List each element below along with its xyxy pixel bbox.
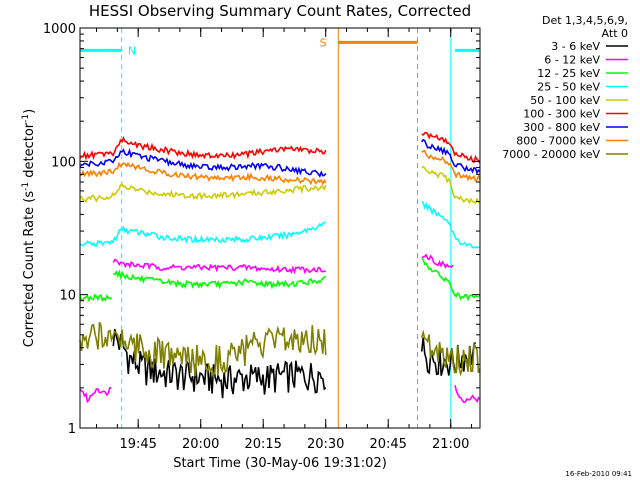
legend-label-3: 25 - 50 keV (537, 81, 600, 94)
x-tick-label-1: 20:00 (182, 437, 219, 452)
series-12-25-kev-segment-0 (79, 293, 112, 303)
timestamp-label: 16-Feb-2010 09:41 (565, 470, 632, 478)
x-axis-ticks: 19:45 20:00 20:15 20:30 20:45 21:00 (96, 28, 473, 452)
legend-label-7: 800 - 7000 keV (516, 135, 600, 148)
x-tick-label-5: 21:00 (432, 437, 469, 452)
series-6-12-kev-segment-0 (79, 386, 112, 404)
plot-frame (79, 27, 481, 429)
series-300-800-kev-segment-0 (79, 148, 327, 178)
series-800-7000-kev-segment-1 (421, 149, 481, 183)
series-25-50-kev-segment-1 (421, 201, 481, 249)
legend-label-6: 300 - 800 keV (523, 121, 600, 134)
legend-label-2: 12 - 25 keV (537, 67, 600, 80)
flag-label-s: S (320, 36, 327, 49)
flag-bars: NS (80, 36, 480, 57)
series-100-300-kev-segment-0 (79, 135, 327, 161)
series-6-12-kev-segment-2 (421, 253, 454, 269)
y-axis-ticks: 1 10 100 1000 (43, 22, 480, 437)
chart-title: HESSI Observing Summary Count Rates, Cor… (89, 2, 471, 20)
legend-label-4: 50 - 100 keV (530, 94, 600, 107)
series-6-12-kev-segment-3 (454, 385, 481, 404)
series-50-100-kev-segment-1 (421, 165, 481, 205)
legend-label-0: 3 - 6 keV (551, 40, 600, 53)
x-tick-label-3: 20:30 (307, 437, 344, 452)
series-lines (79, 131, 481, 404)
x-axis-label: Start Time (30-May-06 19:31:02) (173, 456, 387, 471)
x-tick-label-2: 20:15 (244, 437, 281, 452)
legend-header-0: Det 1,3,4,5,6,9, (542, 14, 628, 27)
x-tick-label-0: 19:45 (119, 437, 156, 452)
legend-label-1: 6 - 12 keV (544, 54, 600, 67)
series-50-100-kev-segment-0 (79, 183, 327, 203)
y-tick-label-2: 100 (51, 155, 76, 170)
series-300-800-kev-segment-1 (421, 138, 481, 175)
series-12-25-kev-segment-1 (112, 269, 327, 290)
legend-label-8: 7000 - 20000 keV (502, 148, 600, 161)
series-100-300-kev-segment-1 (421, 131, 481, 164)
x-tick-label-4: 20:45 (369, 437, 406, 452)
series-6-12-kev-segment-1 (112, 258, 326, 275)
y-tick-label-0: 1 (68, 422, 76, 437)
series-12-25-kev-segment-2 (421, 257, 481, 302)
series-7000-20000-kev-segment-0 (79, 321, 327, 379)
series-7000-20000-kev-segment-1 (420, 329, 481, 377)
y-tick-label-1: 10 (59, 289, 76, 304)
legend-header-1: Att 0 (602, 27, 628, 40)
flag-label-n: N (128, 44, 136, 57)
y-axis-label: Corrected Count Rate (s-1 detector-1) (21, 109, 37, 347)
series-800-7000-kev-segment-0 (80, 161, 327, 187)
series-25-50-kev-segment-0 (79, 221, 327, 247)
legend-label-5: 100 - 300 keV (523, 108, 600, 121)
y-tick-label-3: 1000 (43, 22, 76, 37)
